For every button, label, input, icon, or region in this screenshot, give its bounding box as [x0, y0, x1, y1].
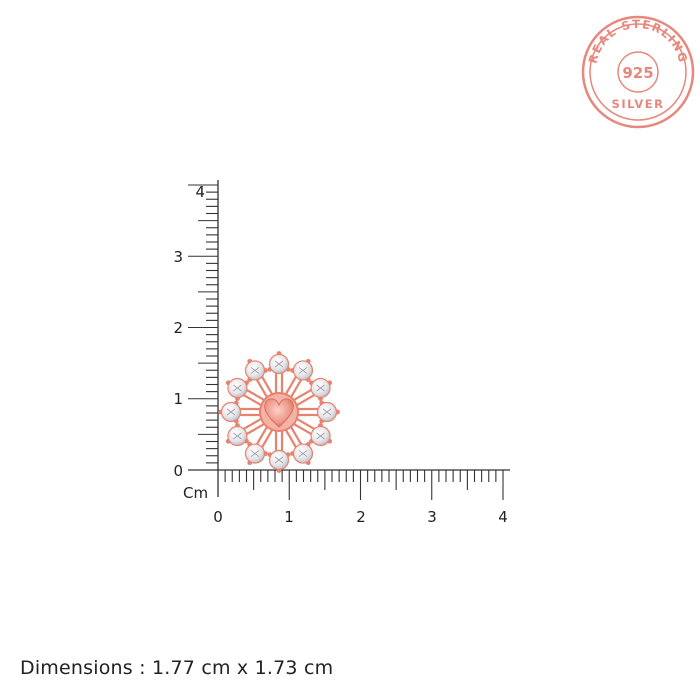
badge-bottom-text: SILVER: [612, 97, 665, 111]
spoke: [288, 379, 303, 401]
spoke: [293, 394, 315, 408]
stone-facet: [233, 384, 242, 392]
y-tick-label: 1: [173, 390, 183, 408]
x-tick-label: 4: [498, 508, 508, 526]
y-tick-label: 0: [173, 462, 183, 480]
stone-facet: [250, 367, 260, 374]
sterling-silver-badge: REAL STERLING 925 SILVER: [581, 15, 695, 129]
x-tick-label: 3: [427, 508, 437, 526]
x-tick-label: 0: [213, 508, 223, 526]
stone-facet: [322, 408, 332, 416]
x-tick-label: 2: [356, 508, 366, 526]
y-tick-label: 3: [173, 248, 183, 266]
stone-facet: [226, 408, 236, 416]
spoke: [283, 376, 297, 398]
spoke: [290, 421, 312, 436]
spoke: [290, 388, 312, 403]
spoke: [293, 416, 315, 430]
spoke: [283, 426, 297, 448]
stone-facet: [298, 367, 308, 374]
spoke: [246, 388, 268, 403]
spoke: [246, 421, 268, 436]
spoke: [261, 426, 275, 448]
stone-facet: [274, 456, 284, 464]
stone-facet: [250, 450, 260, 457]
stone-facet: [316, 432, 325, 440]
heart-icon: [264, 398, 294, 428]
y-tick-label: 2: [173, 319, 183, 337]
badge-925: 925: [622, 64, 653, 82]
earring-image: [218, 351, 340, 473]
dimensions-text: Dimensions : 1.77 cm x 1.73 cm: [20, 657, 334, 679]
stone-facet: [316, 384, 325, 392]
y-tick-label: 4: [195, 183, 205, 201]
stone-facet: [274, 360, 284, 368]
stone-facet: [233, 432, 242, 440]
cm-ruler: 4 3 2 1 0 Cm 0 1 2 3 4: [173, 180, 510, 526]
x-tick-label: 1: [284, 508, 294, 526]
spoke: [288, 423, 303, 445]
spoke: [255, 423, 270, 445]
spoke: [243, 394, 265, 408]
stone-facet: [298, 450, 308, 457]
spoke: [243, 416, 265, 430]
spoke: [261, 376, 275, 398]
spoke: [255, 379, 270, 401]
unit-label: Cm: [183, 484, 208, 502]
